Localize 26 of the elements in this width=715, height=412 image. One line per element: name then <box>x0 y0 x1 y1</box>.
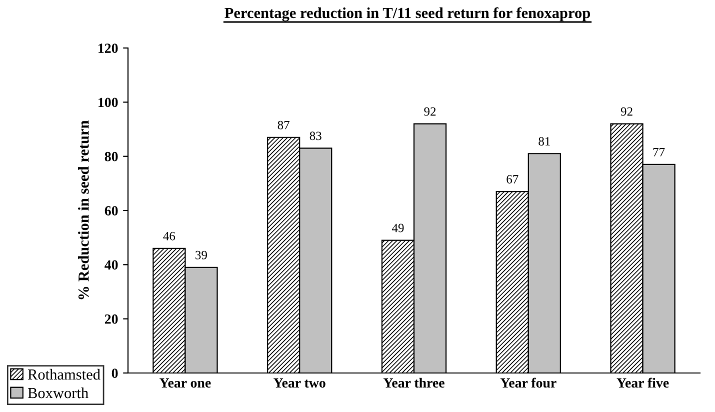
x-tick-label: Year three <box>383 378 444 388</box>
y-axis-title: % Reduction in seed return <box>78 120 89 300</box>
data-label: 83 <box>310 132 322 140</box>
data-label: 67 <box>506 175 518 184</box>
data-label: 92 <box>424 107 436 116</box>
y-tick-label: 120 <box>98 44 118 53</box>
x-tick-label: Year five <box>616 378 669 388</box>
data-label: 81 <box>538 137 550 146</box>
x-tick-label: Year two <box>274 378 326 388</box>
x-tick-label: Year one <box>160 378 211 388</box>
y-tick-label: 60 <box>104 206 118 216</box>
data-label: 49 <box>392 224 404 232</box>
x-tick-label: Year four <box>500 378 556 388</box>
y-tick-label: 0 <box>112 368 118 378</box>
data-label: 87 <box>278 120 290 130</box>
data-label: 77 <box>653 148 665 156</box>
chart-title: Percentage reduction in T/11 seed return for fenoxaprop <box>224 7 590 22</box>
y-tick-label: 40 <box>104 260 118 270</box>
y-tick-label: 100 <box>98 98 118 108</box>
data-label: 92 <box>620 107 632 116</box>
data-label: 39 <box>196 250 207 260</box>
data-label: 46 <box>163 232 176 240</box>
y-tick-label: 20 <box>104 314 118 324</box>
legend-label: Boxworth <box>28 387 88 398</box>
legend-label: Rothamsted <box>28 368 100 380</box>
y-tick-label: 80 <box>104 152 118 162</box>
